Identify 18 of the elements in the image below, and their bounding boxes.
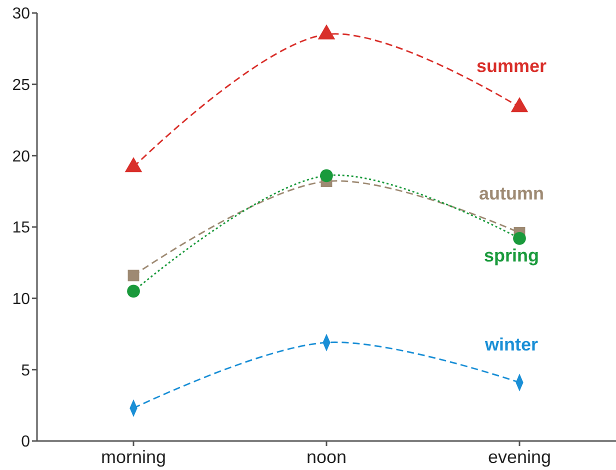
y-tick-label: 20 xyxy=(12,148,30,166)
point xyxy=(127,284,140,298)
y-tick-label: 0 xyxy=(21,434,30,451)
x-tick-label: noon xyxy=(306,447,347,467)
y-tick-label: 30 xyxy=(12,6,30,23)
point xyxy=(513,232,526,245)
y-tick-label: 5 xyxy=(21,362,30,380)
x-tick-label: evening xyxy=(488,447,552,467)
y-tick-label: 15 xyxy=(12,220,30,237)
series-label: winter xyxy=(484,334,538,355)
series-label: autumn xyxy=(479,184,544,204)
y-tick-label: 25 xyxy=(12,76,30,94)
point xyxy=(128,270,140,282)
point xyxy=(320,169,333,182)
series-label: spring xyxy=(484,245,540,266)
x-tick-label: morning xyxy=(100,447,166,467)
y-tick-label: 10 xyxy=(12,290,30,308)
series-label: summer xyxy=(476,56,547,76)
